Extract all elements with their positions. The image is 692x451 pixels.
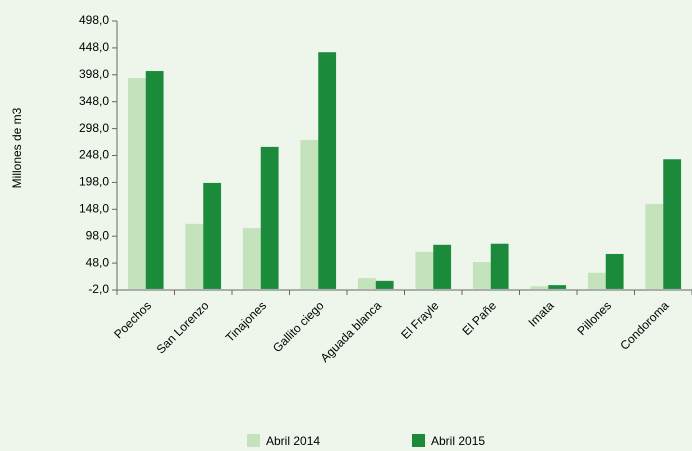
legend-label: Abril 2015 <box>431 434 485 448</box>
y-tick-label: 148,0 <box>79 201 109 215</box>
bar <box>260 146 279 289</box>
bar <box>645 203 664 289</box>
bar <box>203 182 222 289</box>
bar <box>185 223 204 289</box>
y-tick-label: 248,0 <box>79 148 109 162</box>
bar <box>415 251 434 289</box>
bar <box>318 52 337 289</box>
bar <box>242 228 261 289</box>
bar <box>433 244 452 289</box>
y-axis-label: Millones de m3 <box>10 107 24 188</box>
bar <box>490 243 509 289</box>
y-tick-label: 348,0 <box>79 94 109 108</box>
bar <box>375 280 394 289</box>
bar <box>587 272 606 289</box>
bar <box>605 253 624 289</box>
bar <box>127 78 146 289</box>
y-tick-label: 498,0 <box>79 13 109 27</box>
y-tick-label: 198,0 <box>79 175 109 189</box>
y-tick-label: 48,0 <box>86 255 110 269</box>
legend-label: Abril 2014 <box>266 434 320 448</box>
y-tick-label: -2,0 <box>88 282 109 296</box>
y-tick-label: 298,0 <box>79 121 109 135</box>
bar <box>357 278 376 289</box>
bar <box>548 285 567 289</box>
legend-swatch <box>412 434 425 447</box>
y-tick-label: 398,0 <box>79 67 109 81</box>
y-tick-label: 98,0 <box>86 228 110 242</box>
bar <box>472 262 491 289</box>
bar <box>145 71 164 289</box>
bar <box>300 139 319 289</box>
y-tick-label: 448,0 <box>79 40 109 54</box>
legend-swatch <box>247 434 260 447</box>
bar <box>530 286 549 289</box>
bar <box>663 159 682 289</box>
